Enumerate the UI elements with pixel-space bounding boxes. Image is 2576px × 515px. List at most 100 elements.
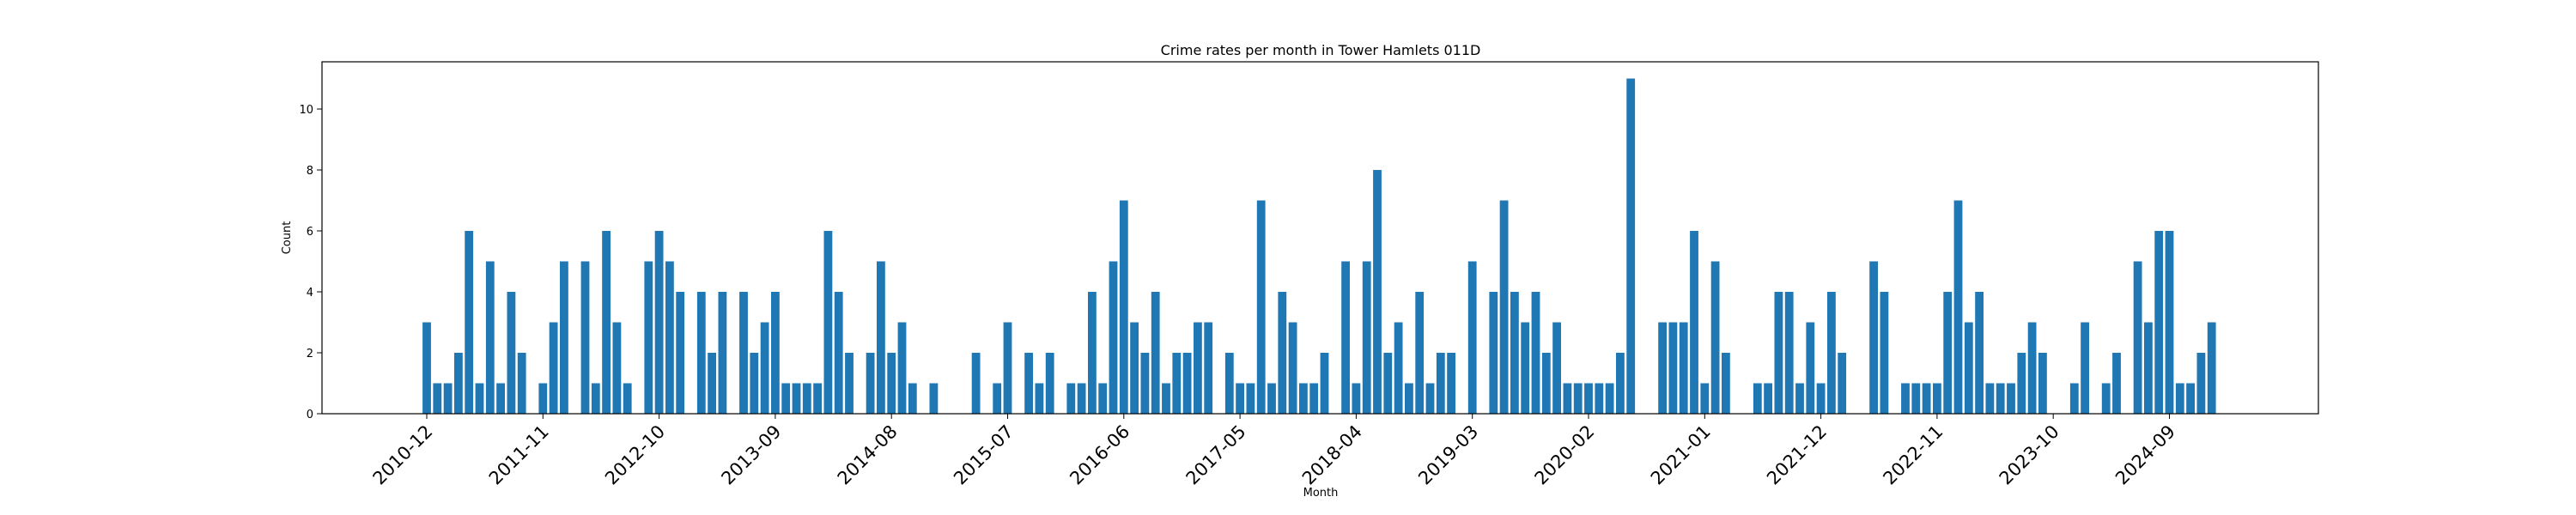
bar — [1172, 353, 1182, 414]
bar — [845, 353, 854, 414]
y-tick-label: 2 — [307, 348, 313, 360]
bar — [1784, 292, 1794, 414]
bar — [696, 292, 706, 414]
bar — [1943, 292, 1953, 414]
bar — [1499, 200, 1509, 414]
bar — [2186, 383, 2195, 414]
bar — [1605, 383, 1614, 414]
bar — [1415, 292, 1425, 414]
bar — [465, 231, 474, 414]
bar — [1425, 383, 1435, 414]
bar — [485, 261, 495, 414]
x-axis: 2010-12 2011-11 2012-10 2013-09 2014-08 2015-… — [369, 414, 2179, 489]
bar — [1246, 383, 1255, 414]
bar — [1584, 383, 1593, 414]
bar — [1668, 322, 1678, 414]
chart-title: Crime rates per month in Tower Hamlets 0… — [1161, 42, 1481, 58]
bar — [877, 261, 885, 414]
y-tick-label: 0 — [307, 409, 313, 421]
bar — [1690, 231, 1698, 414]
bar — [1309, 383, 1319, 414]
bar — [1362, 261, 1371, 414]
bar — [1140, 353, 1150, 414]
bar — [1774, 292, 1783, 414]
bar — [1838, 353, 1847, 414]
bar — [993, 383, 1002, 414]
bar — [1045, 353, 1054, 414]
bar — [1753, 383, 1762, 414]
x-tick-label: 2011-11 — [485, 421, 553, 489]
y-tick-label: 10 — [299, 104, 313, 117]
x-axis-label: Month — [1303, 487, 1339, 500]
x-tick-label: 2017-05 — [1182, 421, 1250, 489]
bar — [1394, 322, 1403, 414]
bar — [560, 261, 568, 414]
bar — [623, 383, 632, 414]
bar — [1256, 200, 1266, 414]
bar — [739, 292, 748, 414]
bar — [1679, 322, 1688, 414]
bar — [971, 353, 981, 414]
bar — [1162, 383, 1170, 414]
x-tick-label: 2024-09 — [2111, 421, 2179, 489]
bar — [454, 353, 463, 414]
bar — [1985, 383, 1995, 414]
bar — [1467, 261, 1477, 414]
bar — [1130, 322, 1139, 414]
bar — [1278, 292, 1287, 414]
bar — [781, 383, 791, 414]
y-tick-label: 6 — [307, 226, 313, 239]
bar — [1352, 383, 1361, 414]
bar — [1066, 383, 1076, 414]
bar — [897, 322, 907, 414]
bar — [2144, 322, 2153, 414]
bar — [2165, 231, 2174, 414]
bar — [1224, 353, 1234, 414]
x-tick-label: 2013-09 — [717, 421, 785, 489]
x-tick-label: 2016-06 — [1066, 421, 1133, 489]
bar — [1510, 292, 1519, 414]
bar — [708, 353, 716, 414]
bar — [1975, 292, 1984, 414]
x-tick-label: 2014-08 — [834, 421, 902, 489]
bar — [1204, 322, 1213, 414]
bar — [929, 383, 939, 414]
x-tick-label: 2021-12 — [1763, 421, 1831, 489]
y-tick-label: 8 — [307, 165, 313, 178]
bar — [1436, 353, 1445, 414]
bar — [1953, 200, 1963, 414]
y-axis-label: Count — [281, 221, 294, 255]
bar — [1996, 383, 2005, 414]
bar — [538, 383, 548, 414]
y-tick-label: 4 — [307, 287, 313, 300]
bar — [665, 261, 674, 414]
bar — [2196, 353, 2206, 414]
bar — [2038, 353, 2047, 414]
bar — [1964, 322, 1973, 414]
bar — [580, 261, 590, 414]
bar — [602, 231, 611, 414]
bar — [792, 383, 801, 414]
bar — [1151, 292, 1160, 414]
bar — [834, 292, 843, 414]
x-tick-label: 2012-10 — [601, 421, 669, 489]
bar — [823, 231, 833, 414]
bar — [1405, 383, 1413, 414]
bar — [422, 322, 431, 414]
bar — [1098, 383, 1108, 414]
bar — [2007, 383, 2015, 414]
bar — [1489, 292, 1498, 414]
bar — [1288, 322, 1297, 414]
bar — [1194, 322, 1202, 414]
x-tick-label: 2021-01 — [1647, 421, 1715, 489]
bar — [1531, 292, 1540, 414]
bar — [654, 231, 664, 414]
x-tick-label: 2018-04 — [1298, 421, 1366, 489]
bar — [433, 383, 442, 414]
bar — [1299, 383, 1308, 414]
bar — [1764, 383, 1772, 414]
bar — [496, 383, 505, 414]
bar — [1109, 261, 1118, 414]
bar — [1563, 383, 1572, 414]
bar — [1616, 353, 1625, 414]
